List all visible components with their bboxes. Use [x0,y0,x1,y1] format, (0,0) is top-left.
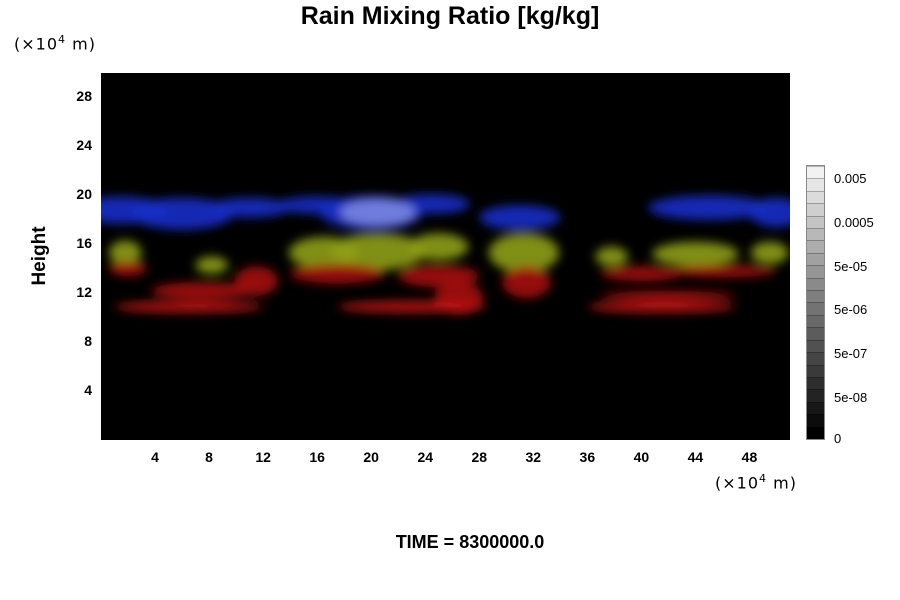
rain-blob-2-5 [488,233,559,273]
y-axis-unit-prefix: (×10 [14,34,59,54]
colorbar-level [807,426,824,439]
colorbar-level [807,339,824,353]
x-tick-label: 32 [525,449,542,465]
rain-field [101,194,790,314]
x-tick-label: 4 [151,449,159,465]
colorbar-level [807,252,824,266]
colorbar-level [807,277,824,291]
y-tick-label: 16 [76,235,92,252]
rain-blob-3-1 [150,282,254,300]
rain-blob-3-4 [398,265,480,288]
time-label: TIME = 8300000.0 [395,532,545,552]
rain-blob-2-3 [330,233,426,270]
rain-blob-2-8 [750,241,789,264]
rain-blob-2-1 [195,256,228,274]
colorbar-level [807,265,824,278]
colorbar-level [807,314,824,328]
heatmap-svg [101,73,790,440]
rain-blob-2-0 [109,240,142,266]
rain-blob-0-2 [209,197,291,218]
colorbar-level [807,414,824,427]
x-tick-label: 20 [363,449,379,465]
colorbar-label: 5e-06 [834,302,868,318]
x-tick-label: 16 [309,449,325,465]
y-tick-label: 20 [76,186,92,203]
colorbar-level [807,240,824,253]
rain-blob-1-0 [340,199,416,226]
x-tick-label: 36 [579,449,596,465]
plot-area [101,73,790,440]
colorbar-level [807,389,824,402]
colorbar-label: 5e-08 [834,390,868,405]
y-axis-unit-suffix: m) [66,34,96,54]
rain-blob-3-9 [600,290,736,301]
y-tick-label: 4 [84,382,92,399]
rain-blob-2-6 [595,246,628,267]
rain-blob-3-8 [668,265,777,278]
rain-blob-0-7 [648,195,770,220]
x-tick-label: 24 [417,449,434,465]
x-axis-unit-prefix: (×10 [715,473,760,493]
colorbar-level [807,352,824,365]
colorbar-level [807,327,824,340]
x-tick-label: 40 [633,449,650,465]
rain-blob-4-0 [114,301,264,313]
x-axis-unit: (×104 m) [715,472,797,492]
chart-title: Rain Mixing Ratio [kg/kg] [300,2,600,30]
rain-blob-0-8 [749,197,790,228]
rain-blob-0-6 [479,205,561,230]
x-axis-unit-exponent: 4 [759,472,768,485]
y-tick-label: 24 [76,137,92,154]
x-tick-label: 8 [205,449,213,465]
x-tick-label: 28 [471,449,488,465]
y-axis-unit-exponent: 4 [58,33,67,46]
x-axis-unit-suffix: m) [767,473,797,493]
rain-blob-4-2 [587,301,736,313]
colorbar-level [807,290,824,303]
y-axis-label: Height [29,226,50,286]
y-tick-label: 28 [76,88,92,105]
x-tick-label: 48 [741,449,758,465]
y-tick-label: 12 [76,284,92,301]
rain-blob-3-6 [502,266,551,299]
rain-blob-3-2 [234,266,278,296]
rain-blob-3-7 [600,266,682,281]
colorbar [806,165,825,440]
y-axis-unit: (×104 m) [14,33,96,53]
colorbar-level [807,376,824,390]
colorbar-label: 5e-07 [834,346,868,362]
rain-blob-3-0 [109,261,147,277]
colorbar-level [807,178,824,191]
colorbar-level [807,302,824,315]
rain-blob-4-1 [337,301,487,313]
colorbar-level [807,228,824,241]
x-tick-label: 12 [255,449,271,465]
colorbar-label: 0 [834,431,842,446]
x-tick-label: 44 [687,449,704,465]
colorbar-level [807,364,824,377]
colorbar-label: 0.005 [834,171,867,186]
rain-blob-2-4 [409,233,469,261]
colorbar-label: 5e-05 [834,258,868,274]
colorbar-level [807,166,824,179]
y-tick-label: 8 [84,333,92,350]
rain-blob-3-3 [290,263,385,284]
rain-blob-0-1 [130,197,234,230]
colorbar-label: 0.0005 [834,214,874,230]
colorbar-level [807,215,824,229]
colorbar-level [807,203,824,216]
colorbar-level [807,401,824,415]
colorbar-level [807,190,824,204]
rain-blob-2-7 [652,241,739,267]
